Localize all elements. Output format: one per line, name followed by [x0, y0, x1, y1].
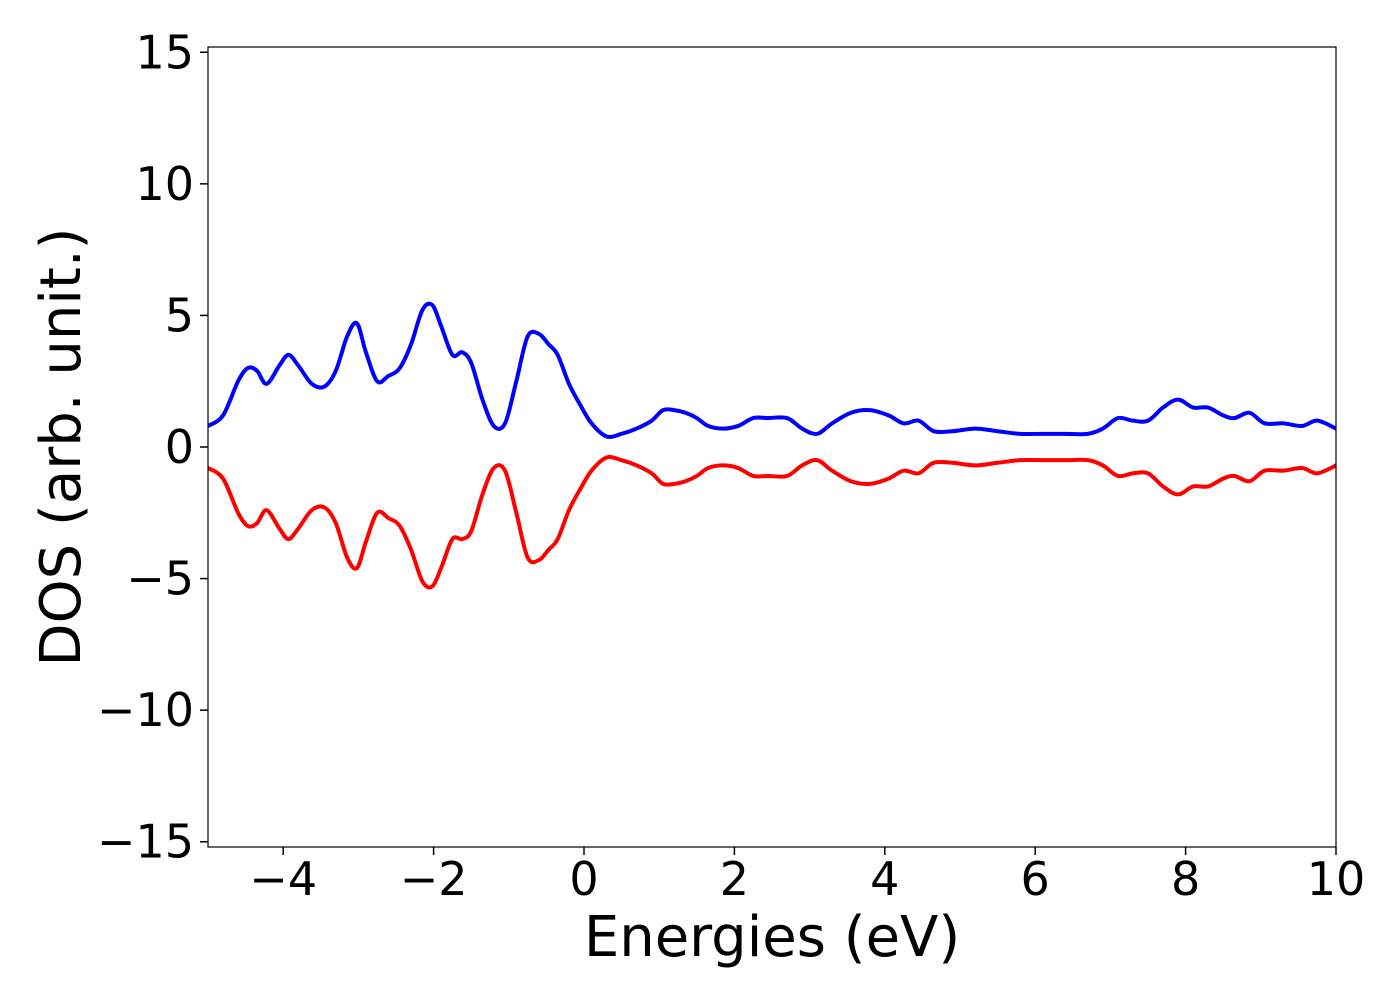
x-tick-label: 0	[569, 852, 598, 906]
y-tick-label: 5	[165, 288, 194, 342]
x-tick-label: −2	[400, 852, 468, 906]
plot-background	[208, 47, 1336, 847]
x-axis-label: Energies (eV)	[584, 905, 960, 970]
y-tick-label: 10	[135, 157, 194, 211]
x-tick-label: 10	[1307, 852, 1366, 906]
x-tick-label: −4	[249, 852, 317, 906]
y-tick-label: 0	[165, 420, 194, 474]
x-tick-label: 8	[1171, 852, 1200, 906]
y-axis-ticks: −15 −10 −5 0 5 10 15	[97, 25, 208, 869]
y-axis-label: DOS (arb. unit.)	[29, 227, 94, 666]
y-tick-label: −15	[97, 815, 194, 869]
series-line-spin-up	[208, 301, 1336, 439]
y-tick-label: −10	[97, 683, 194, 737]
x-tick-label: 4	[870, 852, 899, 906]
series-layer	[208, 301, 1336, 590]
series-line-spin-down	[208, 455, 1336, 590]
x-tick-label: 6	[1021, 852, 1050, 906]
x-axis-ticks: −4 −2 0 2 4 6 8 10	[249, 847, 1365, 906]
y-tick-label: 15	[135, 25, 194, 79]
x-tick-label: 2	[720, 852, 749, 906]
y-tick-label: −5	[126, 552, 194, 606]
